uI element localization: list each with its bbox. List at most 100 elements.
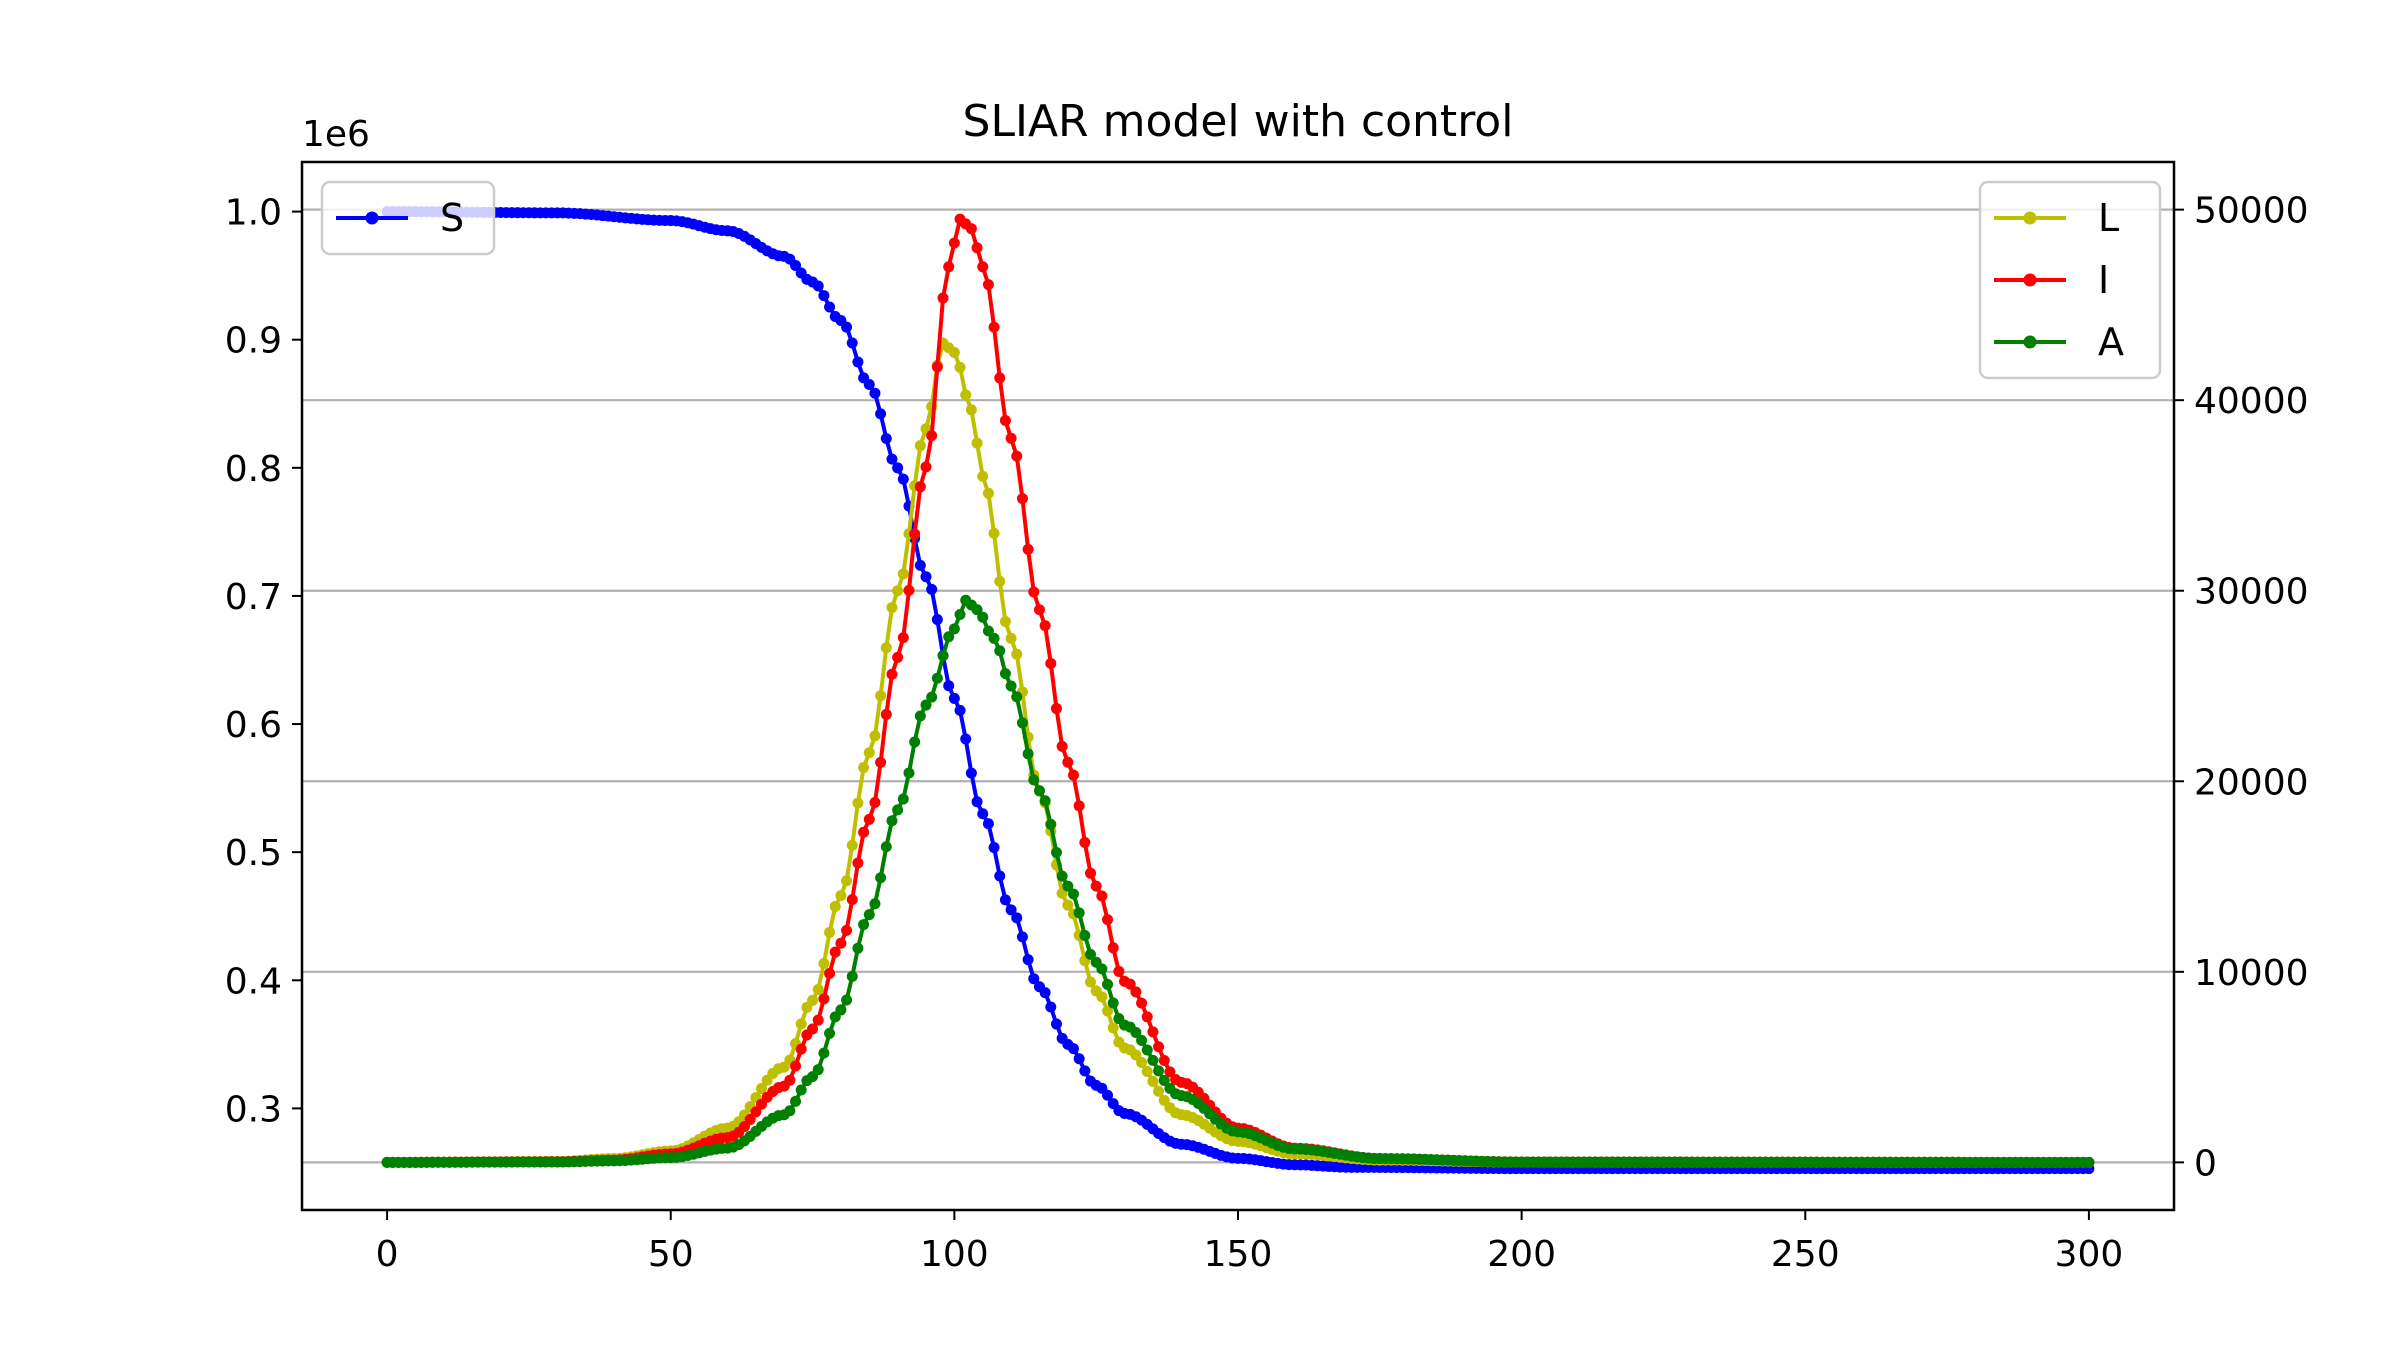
data-point-S <box>943 680 955 692</box>
data-point-A <box>1011 691 1023 703</box>
data-point-S <box>999 894 1011 906</box>
data-point-A <box>858 919 870 931</box>
data-point-I <box>988 321 1000 333</box>
data-point-S <box>1005 904 1017 916</box>
data-point-L <box>1153 1085 1165 1097</box>
y-left-tick-label: 0.6 <box>225 705 282 746</box>
data-point-S <box>880 433 892 445</box>
data-point-I <box>858 826 870 838</box>
data-point-I <box>795 1043 807 1055</box>
data-point-L <box>948 347 960 359</box>
legend-swatch-marker <box>2023 335 2037 349</box>
data-point-A <box>909 736 921 748</box>
data-point-L <box>1158 1094 1170 1106</box>
data-point-A <box>954 609 966 621</box>
data-point-A <box>920 699 932 711</box>
data-point-I <box>886 668 898 680</box>
data-point-A <box>914 710 926 722</box>
data-point-A <box>948 623 960 635</box>
data-point-A <box>1062 880 1074 892</box>
data-point-I <box>892 651 904 663</box>
y-right-tick-label: 50000 <box>2194 191 2309 232</box>
series-layer <box>381 206 2095 1175</box>
data-point-S <box>892 462 904 474</box>
data-point-I <box>1124 978 1136 990</box>
data-point-S <box>1016 931 1028 943</box>
y-left-tick-label: 0.7 <box>225 577 282 618</box>
data-point-L <box>994 575 1006 587</box>
data-point-I <box>1090 880 1102 892</box>
data-point-S <box>914 559 926 571</box>
chart-title: SLIAR model with control <box>963 96 1514 147</box>
data-point-I <box>1016 493 1028 505</box>
legend-swatch-marker <box>365 211 379 225</box>
data-point-I <box>931 361 943 373</box>
data-point-L <box>977 470 989 482</box>
data-point-S <box>1067 1043 1079 1055</box>
data-point-A <box>824 1027 836 1039</box>
y-left-tick-label: 0.5 <box>225 833 282 874</box>
data-point-L <box>869 730 881 742</box>
data-point-A <box>1039 795 1051 807</box>
legend-entry-S: S <box>336 196 464 240</box>
data-point-S <box>790 259 802 271</box>
data-point-L <box>880 642 892 654</box>
legend-label: A <box>2098 320 2124 364</box>
data-point-I <box>977 261 989 273</box>
data-point-A <box>982 625 994 637</box>
data-point-S <box>818 290 830 302</box>
data-point-I <box>1096 890 1108 902</box>
data-point-A <box>1107 997 1119 1009</box>
data-point-L <box>835 890 847 902</box>
x-tick-label: 100 <box>920 1234 989 1275</box>
data-point-L <box>897 568 909 580</box>
data-point-I <box>880 708 892 720</box>
data-point-I <box>807 1023 819 1035</box>
data-point-S <box>931 614 943 626</box>
y-left-tick-label: 1.0 <box>225 193 282 234</box>
data-point-I <box>784 1074 796 1086</box>
data-point-L <box>875 690 887 702</box>
data-point-I <box>1136 997 1148 1009</box>
data-point-I <box>1011 450 1023 462</box>
legend-entry-A: A <box>1994 320 2124 364</box>
data-point-A <box>790 1095 802 1107</box>
data-point-S <box>960 733 972 745</box>
data-point-I <box>846 894 858 906</box>
data-point-I <box>1073 800 1085 812</box>
series-A <box>381 594 2095 1168</box>
data-point-I <box>897 632 909 644</box>
data-point-I <box>948 237 960 249</box>
data-point-A <box>1147 1054 1159 1066</box>
data-point-I <box>1130 986 1142 998</box>
data-point-L <box>812 984 824 996</box>
data-point-S <box>869 387 881 399</box>
data-point-I <box>1113 965 1125 977</box>
data-point-I <box>852 857 864 869</box>
legend-swatch-marker <box>2023 211 2037 225</box>
data-point-I <box>1153 1041 1165 1053</box>
data-point-S <box>965 767 977 779</box>
data-point-A <box>812 1064 824 1076</box>
data-point-L <box>807 994 819 1006</box>
data-point-S <box>1011 912 1023 924</box>
data-point-A <box>1050 847 1062 859</box>
y-offset-label: 1e6 <box>302 114 370 155</box>
data-point-S <box>886 453 898 465</box>
data-point-L <box>960 389 972 401</box>
data-point-A <box>903 767 915 779</box>
data-point-A <box>880 841 892 853</box>
y-right-tick-label: 0 <box>2194 1143 2217 1184</box>
data-point-I <box>1141 1011 1153 1023</box>
data-point-A <box>784 1105 796 1117</box>
data-point-A <box>1022 748 1034 760</box>
data-point-A <box>1073 907 1085 919</box>
x-tick-label: 150 <box>1204 1234 1273 1275</box>
data-point-A <box>818 1047 830 1059</box>
data-point-L <box>829 900 841 912</box>
data-point-I <box>914 481 926 493</box>
data-point-I <box>1067 769 1079 781</box>
data-point-S <box>982 818 994 830</box>
legend-entry-L: L <box>1994 196 2119 240</box>
